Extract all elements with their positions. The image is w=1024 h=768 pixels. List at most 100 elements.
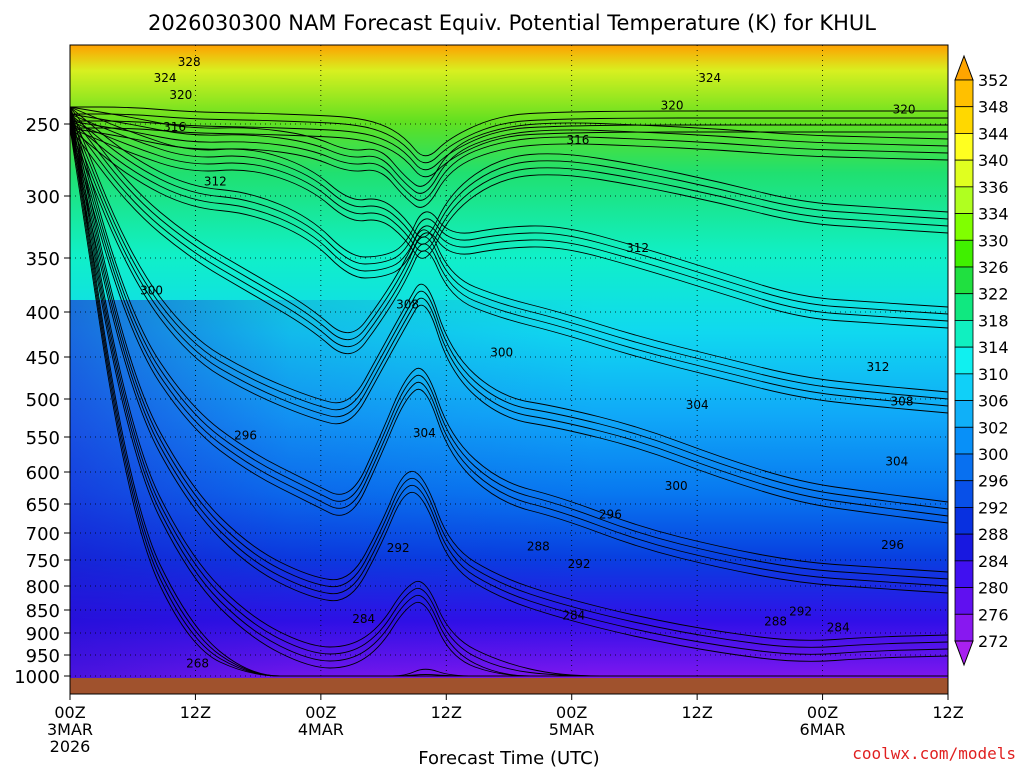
y-tick-label: 800 — [26, 577, 60, 598]
contour-label: 296 — [599, 507, 622, 521]
y-tick-label: 600 — [26, 463, 60, 484]
colorbar-bin — [954, 213, 974, 241]
contour-line — [70, 113, 948, 245]
contour-label: 296 — [234, 428, 257, 442]
colorbar-bin — [954, 480, 974, 508]
colorbar-label: 352 — [978, 71, 1009, 90]
contour-line — [70, 106, 948, 308]
colorbar-bin — [954, 239, 974, 268]
contour-label: 300 — [665, 479, 688, 493]
colorbar-label: 326 — [978, 258, 1009, 277]
x-tick-label: 00Z — [305, 703, 336, 722]
y-tick-label: 700 — [26, 524, 60, 545]
contour-line — [70, 106, 948, 393]
contour-line — [70, 127, 948, 178]
colorbar-bin — [954, 106, 974, 134]
y-tick-label: 850 — [26, 601, 60, 622]
contour-label: 300 — [490, 346, 513, 360]
colorbar-bin — [954, 373, 974, 401]
contour-line — [70, 113, 948, 164]
contour-line — [70, 113, 948, 510]
contour-line — [70, 106, 948, 157]
y-tick-label: 400 — [26, 303, 60, 324]
contour-label: 296 — [881, 538, 904, 552]
x-tick-label: 4MAR — [298, 720, 344, 739]
contour-label: 328 — [178, 55, 201, 69]
contour-label: 300 — [140, 283, 163, 297]
contour-label: 288 — [764, 615, 787, 629]
x-tick-label: 2026 — [50, 737, 91, 756]
contour-line — [70, 113, 948, 194]
colorbar-label: 314 — [978, 338, 1009, 357]
colorbar-label: 276 — [978, 605, 1009, 624]
colorbar-label: 306 — [978, 392, 1009, 411]
colorbar-bin — [954, 293, 974, 321]
contour-line — [70, 106, 948, 238]
contour-line — [70, 127, 948, 677]
colorbar-bin — [954, 320, 974, 348]
chart-title: 2026030300 NAM Forecast Equiv. Potential… — [148, 11, 876, 35]
x-tick-label: 12Z — [932, 703, 963, 722]
y-tick-label: 650 — [26, 495, 60, 516]
contour-line — [70, 120, 948, 517]
contour-line — [70, 127, 948, 594]
contour-line — [70, 106, 948, 187]
y-tick-label: 500 — [26, 390, 60, 411]
contour-line — [70, 113, 948, 400]
contour-label: 284 — [352, 612, 375, 626]
credit-text: coolwx.com/models — [852, 744, 1016, 763]
colorbar-label: 330 — [978, 231, 1009, 250]
colorbar-arrow-bottom — [954, 640, 974, 667]
x-tick-label: 5MAR — [549, 720, 595, 739]
x-tick-label: 12Z — [431, 703, 462, 722]
contour-label: 320 — [661, 98, 684, 112]
y-tick-label: 950 — [26, 646, 60, 667]
contour-label: 324 — [698, 71, 721, 85]
y-tick-label: 300 — [26, 187, 60, 208]
colorbar-label: 340 — [978, 151, 1009, 170]
contour-label: 312 — [867, 360, 890, 374]
colorbar-bin — [954, 400, 974, 428]
contour-label: 292 — [387, 541, 410, 555]
x-tick-label: 00Z — [556, 703, 587, 722]
colorbar-label: 322 — [978, 285, 1009, 304]
colorbar-label: 296 — [978, 472, 1009, 491]
y-tick-label: 550 — [26, 428, 60, 449]
colorbar-label: 280 — [978, 579, 1009, 598]
x-tick-label: 12Z — [681, 703, 712, 722]
contour-line — [70, 120, 948, 407]
contour-label: 284 — [562, 609, 585, 623]
contour-line — [70, 120, 948, 171]
y-tick-label: 900 — [26, 624, 60, 645]
colorbar-bin — [954, 453, 974, 482]
plot-frame — [69, 44, 949, 695]
contour-line — [70, 127, 948, 414]
colorbar-bin — [954, 533, 974, 562]
contour-line — [70, 120, 948, 322]
x-tick-label: 00Z — [54, 703, 85, 722]
colorbar-label: 334 — [978, 205, 1009, 224]
contour-label: 292 — [789, 604, 812, 618]
colorbar-bin — [954, 507, 974, 535]
y-tick-label: 250 — [26, 115, 60, 136]
colorbar-bin — [954, 613, 974, 642]
x-tick-label: 12Z — [180, 703, 211, 722]
colorbar-bin — [954, 79, 974, 108]
colorbar-label: 318 — [978, 311, 1009, 330]
x-tick-label: 00Z — [807, 703, 838, 722]
contour-line — [70, 113, 948, 580]
colorbar: 352 348 344 340 336 334 330 326 322 318 314 310 306 3… — [954, 54, 1009, 667]
contour-label: 320 — [893, 103, 916, 117]
colorbar-bin — [954, 186, 974, 214]
contour-label: 284 — [827, 620, 850, 634]
colorbar-label: 348 — [978, 98, 1009, 117]
contour-label: 292 — [568, 557, 591, 571]
contour-label: 312 — [204, 175, 227, 189]
contour-line — [70, 113, 948, 648]
ground-surface — [70, 678, 948, 694]
colorbar-label: 292 — [978, 498, 1009, 517]
contour-line — [70, 120, 948, 587]
